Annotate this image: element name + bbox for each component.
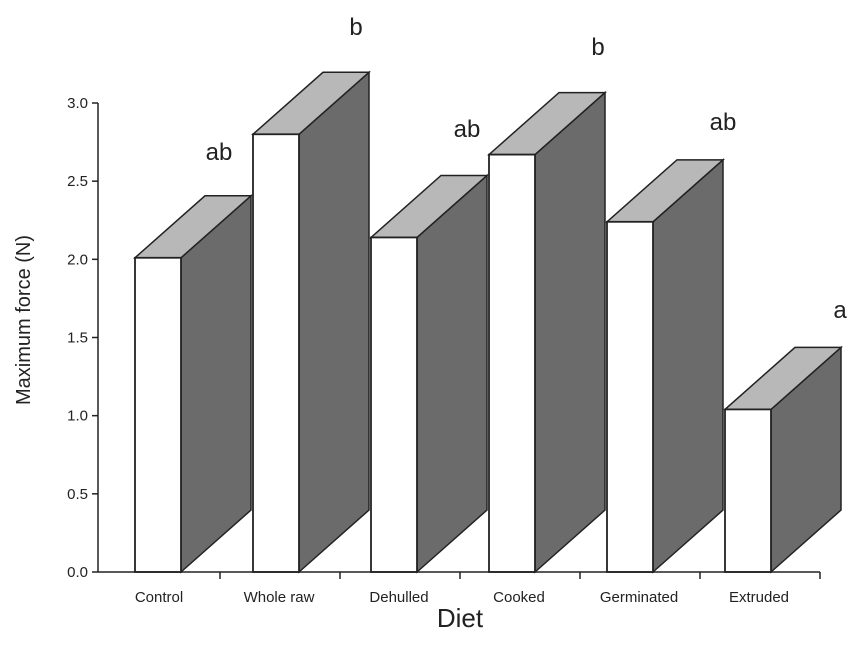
- x-tick-label: Control: [135, 589, 183, 606]
- labels-layer: 0.0 0.5 1.0 1.5 2.0 2.5 3.0 Extruded a Germinated…: [67, 14, 847, 606]
- y-tick-label: 0.0: [67, 564, 88, 581]
- y-axis-title: Maximum force (N): [13, 235, 35, 405]
- bar-front-face: [488, 153, 536, 573]
- bar-front-face: [252, 133, 300, 573]
- y-tick-label: 0.5: [67, 486, 88, 503]
- bars-layer: [133, 70, 843, 574]
- significance-label: a: [833, 297, 847, 324]
- x-tick-label: Extruded: [729, 589, 789, 606]
- bar-side-face: [416, 173, 488, 574]
- bar-germinated: [605, 158, 725, 574]
- significance-label: b: [591, 34, 604, 61]
- y-tick-label: 2.5: [67, 173, 88, 190]
- bar-front-face: [370, 236, 418, 573]
- bar-dehulled: [369, 173, 489, 574]
- y-tick-label: 1.0: [67, 408, 88, 425]
- y-tick-label: 3.0: [67, 95, 88, 112]
- bar-extruded: [723, 345, 843, 574]
- significance-label: b: [349, 14, 362, 41]
- x-tick-label: Whole raw: [244, 589, 315, 606]
- x-axis-title: Diet: [437, 603, 484, 633]
- bar-side-face: [534, 90, 606, 574]
- bar-side-face: [298, 70, 370, 574]
- y-tick-label: 2.0: [67, 251, 88, 268]
- bar-side-face: [180, 194, 252, 574]
- x-tick-label: Dehulled: [369, 589, 428, 606]
- bar-control: [133, 194, 253, 574]
- bar-front-face: [134, 256, 182, 573]
- bar-cooked: [487, 90, 607, 574]
- x-tick-label: Cooked: [493, 589, 545, 606]
- x-tick-label: Germinated: [600, 589, 678, 606]
- bar-front-face: [724, 408, 772, 573]
- bar-side-face: [652, 158, 724, 574]
- significance-label: ab: [710, 109, 737, 136]
- bar-whole-raw: [251, 70, 371, 574]
- y-tick-label: 1.5: [67, 330, 88, 347]
- ticks-layer: [92, 102, 821, 579]
- bar-front-face: [606, 220, 654, 573]
- significance-label: ab: [454, 116, 481, 143]
- significance-label: ab: [206, 139, 233, 166]
